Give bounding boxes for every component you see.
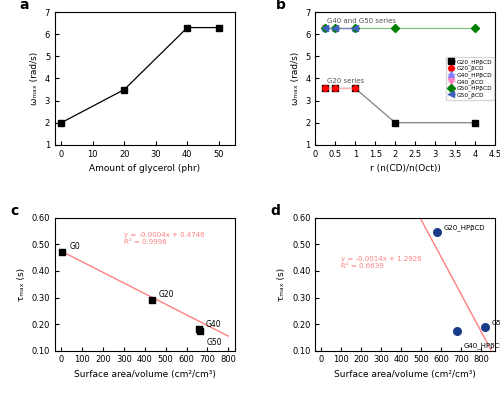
G50_βCD	[322, 25, 328, 30]
Legend: G20_HPβCD, G20_βCD, G40_HPβCD, G40_βCD, G50_HPβCD, G50_βCD: G20_HPβCD, G20_βCD, G40_HPβCD, G40_βCD, …	[446, 57, 494, 100]
Text: G20 series: G20 series	[326, 78, 364, 84]
G50_HPβCD	[332, 25, 338, 30]
Line: G50_βCD: G50_βCD	[322, 25, 358, 30]
Text: G40_HPβCD: G40_HPβCD	[464, 343, 500, 349]
Text: G40: G40	[206, 320, 222, 328]
X-axis label: Surface area/volume (cm²/cm³): Surface area/volume (cm²/cm³)	[74, 370, 216, 379]
G20_HPβCD	[472, 120, 478, 125]
Line: G40_HPβCD: G40_HPβCD	[322, 25, 358, 30]
Point	[433, 229, 441, 236]
G50_HPβCD	[322, 25, 328, 30]
G20_HPβCD	[392, 120, 398, 125]
G50_βCD	[352, 25, 358, 30]
G20_HPβCD	[352, 86, 358, 91]
G50_βCD	[332, 25, 338, 30]
Point	[195, 326, 203, 332]
Text: y = -0.0004x + 0.4746
R² = 0.9996: y = -0.0004x + 0.4746 R² = 0.9996	[124, 233, 204, 245]
G40_HPβCD	[352, 25, 358, 30]
G50_HPβCD	[352, 25, 358, 30]
Text: G0: G0	[70, 242, 80, 251]
G20_βCD	[332, 86, 338, 91]
Text: G40 and G50 series: G40 and G50 series	[326, 18, 396, 24]
G50_HPβCD	[392, 25, 398, 30]
G20_HPβCD	[332, 86, 338, 91]
Text: a: a	[19, 0, 28, 12]
G40_HPβCD	[322, 25, 328, 30]
Y-axis label: τₘₐₓ (s): τₘₐₓ (s)	[278, 268, 286, 301]
G40_HPβCD	[332, 25, 338, 30]
Y-axis label: ωₘₐₓ (rad/s): ωₘₐₓ (rad/s)	[30, 52, 39, 105]
Point	[148, 297, 156, 303]
Text: d: d	[270, 204, 280, 218]
Y-axis label: ωₘₐₓ (rad/s): ωₘₐₓ (rad/s)	[290, 52, 300, 105]
Point	[453, 328, 461, 334]
Text: b: b	[276, 0, 286, 12]
G20_βCD	[352, 86, 358, 91]
Text: G50: G50	[207, 339, 222, 347]
Text: G20_HPβCD: G20_HPβCD	[444, 225, 486, 231]
Y-axis label: τₘₐₓ (s): τₘₐₓ (s)	[17, 268, 26, 301]
X-axis label: Surface area/volume (cm²/cm³): Surface area/volume (cm²/cm³)	[334, 370, 476, 379]
Line: G50_HPβCD: G50_HPβCD	[322, 25, 478, 30]
Line: G20_βCD: G20_βCD	[322, 86, 358, 91]
X-axis label: r (n(CD)/n(Oct)): r (n(CD)/n(Oct))	[370, 164, 440, 173]
Line: G20_HPβCD: G20_HPβCD	[322, 86, 478, 125]
X-axis label: Amount of glycerol (phr): Amount of glycerol (phr)	[89, 164, 200, 173]
Text: G20: G20	[159, 290, 174, 299]
Point	[481, 324, 489, 330]
G20_βCD	[322, 86, 328, 91]
G20_HPβCD	[322, 86, 328, 91]
Text: c: c	[10, 204, 18, 218]
Point	[58, 249, 66, 255]
Text: G50_HPβCD: G50_HPβCD	[492, 319, 500, 326]
Point	[196, 328, 204, 335]
Text: y = -0.0014x + 1.2926
R² = 0.6639: y = -0.0014x + 1.2926 R² = 0.6639	[342, 256, 422, 269]
G50_HPβCD	[472, 25, 478, 30]
